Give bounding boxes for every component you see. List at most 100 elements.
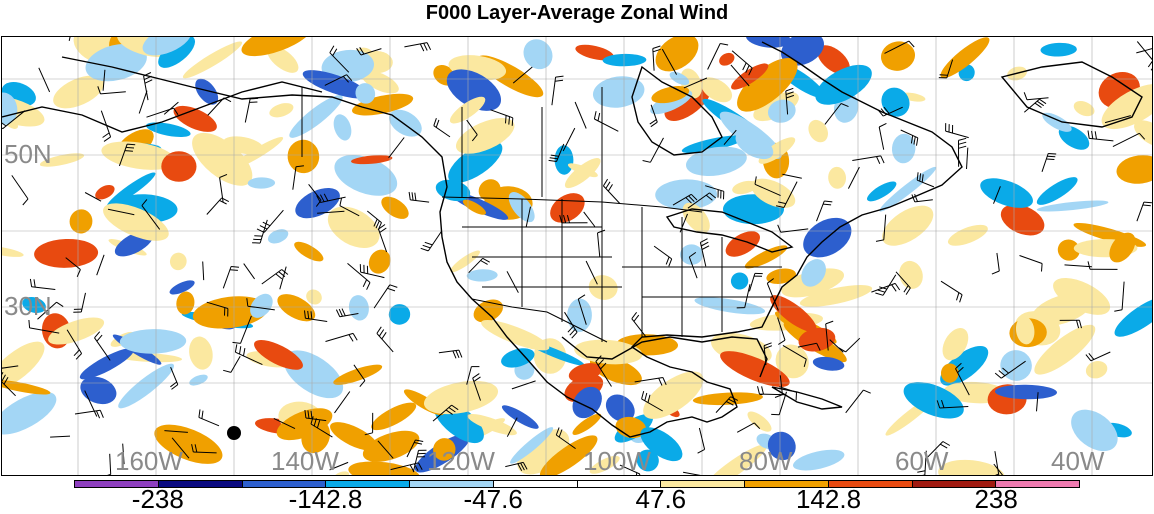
wind-barb <box>875 275 895 296</box>
wind-barb <box>207 198 229 215</box>
wind-barb <box>852 156 884 164</box>
wind-barb <box>257 210 283 232</box>
wind-barb <box>12 175 28 205</box>
longitude-label: 120W <box>427 448 495 474</box>
wind-contour-cell <box>188 372 209 388</box>
wind-contour-cell <box>114 358 178 413</box>
wind-contour-cell <box>377 192 412 223</box>
wind-barb <box>1137 42 1153 71</box>
wind-barb <box>946 123 969 138</box>
colorbar-label: 47.6 <box>636 486 687 512</box>
wind-barb <box>749 273 763 291</box>
wind-barb <box>1088 261 1118 269</box>
wind-contour-cell <box>878 38 918 74</box>
wind-barb <box>50 436 70 437</box>
wind-contour-cell <box>827 166 847 189</box>
wind-barb <box>584 212 595 227</box>
wind-contour-cell <box>693 391 764 407</box>
colorbar-label: -238 <box>132 486 184 512</box>
wind-barb <box>404 43 430 52</box>
wind-barb <box>817 201 833 221</box>
wind-barb <box>326 333 358 341</box>
wind-barb <box>75 410 103 418</box>
colorbar-label: -142.8 <box>289 486 363 512</box>
wind-contour-cell <box>347 293 371 322</box>
wind-barb <box>1024 92 1048 100</box>
wind-barb <box>245 98 258 122</box>
wind-contour-cell <box>34 238 99 269</box>
wind-barb <box>374 285 397 308</box>
wind-contour-cell <box>717 50 737 68</box>
colorbar-label: -47.6 <box>464 486 523 512</box>
wind-contour-cell <box>1115 153 1153 187</box>
wind-barb <box>30 279 55 290</box>
wind-contour-cell <box>268 100 296 120</box>
wind-barb <box>839 338 860 352</box>
wind-barb <box>912 194 933 202</box>
wind-barb <box>223 356 240 372</box>
longitude-label: 40W <box>1051 448 1104 474</box>
wind-barb <box>1020 256 1043 272</box>
wind-contour-cell <box>387 302 412 326</box>
wind-contour-cell <box>791 446 846 475</box>
wind-contour-cell <box>161 151 196 182</box>
wind-barb <box>39 68 50 92</box>
wind-barb <box>575 102 586 129</box>
wind-barb <box>409 192 429 202</box>
wind-barb <box>223 267 239 289</box>
wind-barb <box>97 255 104 275</box>
wind-contour-cell <box>368 397 420 435</box>
wind-contour-cell <box>518 37 559 75</box>
wind-contour-cell <box>1040 42 1077 57</box>
wind-barb <box>782 174 801 178</box>
wind-contour-cell <box>1071 98 1096 119</box>
wind-contour-cell <box>896 258 926 292</box>
wind-barb <box>683 472 703 476</box>
wind-barb <box>377 327 393 352</box>
wind-contour-cell <box>186 334 215 371</box>
wind-barb <box>643 138 664 162</box>
wind-contour-cell <box>945 221 990 251</box>
colorbar-label: 142.8 <box>796 486 861 512</box>
wind-barb <box>598 230 606 257</box>
colorbar <box>74 480 1080 488</box>
wind-barb <box>434 118 450 137</box>
wind-barb <box>1086 352 1110 361</box>
wind-barb <box>876 215 886 242</box>
wind-barb <box>439 350 462 358</box>
wind-barb <box>139 91 147 114</box>
wind-contour-cell <box>729 271 749 291</box>
wind-contour-cell <box>291 238 326 265</box>
wind-barb <box>147 108 179 117</box>
wind-barb <box>992 253 999 274</box>
wind-contour-cell <box>1109 290 1153 344</box>
wind-barb <box>244 264 255 279</box>
wind-contour-cell <box>266 226 291 246</box>
colorbar-label: 238 <box>974 486 1017 512</box>
wind-barb <box>563 128 575 151</box>
latitude-label: 50N <box>4 141 52 167</box>
map-title: F000 Layer-Average Zonal Wind <box>0 0 1154 28</box>
wind-barb <box>594 111 618 131</box>
wind-barb <box>941 281 962 302</box>
wind-contour-cell <box>286 138 321 175</box>
wind-contour-cell <box>1084 358 1110 381</box>
latitude-label: 30N <box>4 293 52 319</box>
wind-barb <box>603 179 619 203</box>
wind-barb <box>73 293 85 312</box>
wind-contour-cell <box>876 82 915 122</box>
wind-contour-cell <box>168 251 189 272</box>
longitude-label: 160W <box>115 448 183 474</box>
wind-barb <box>552 76 564 105</box>
wind-barb <box>199 409 219 425</box>
wind-barb <box>512 381 536 389</box>
wind-barb <box>967 148 968 169</box>
wind-contour-cell <box>744 408 774 435</box>
wind-barb <box>1065 265 1092 267</box>
wind-contour-cell <box>996 346 1036 385</box>
wind-barb <box>103 454 111 476</box>
wind-barb <box>262 270 288 285</box>
marker-dot <box>227 426 241 440</box>
wind-contour-cell <box>2 244 24 260</box>
longitude-label: 60W <box>895 448 948 474</box>
